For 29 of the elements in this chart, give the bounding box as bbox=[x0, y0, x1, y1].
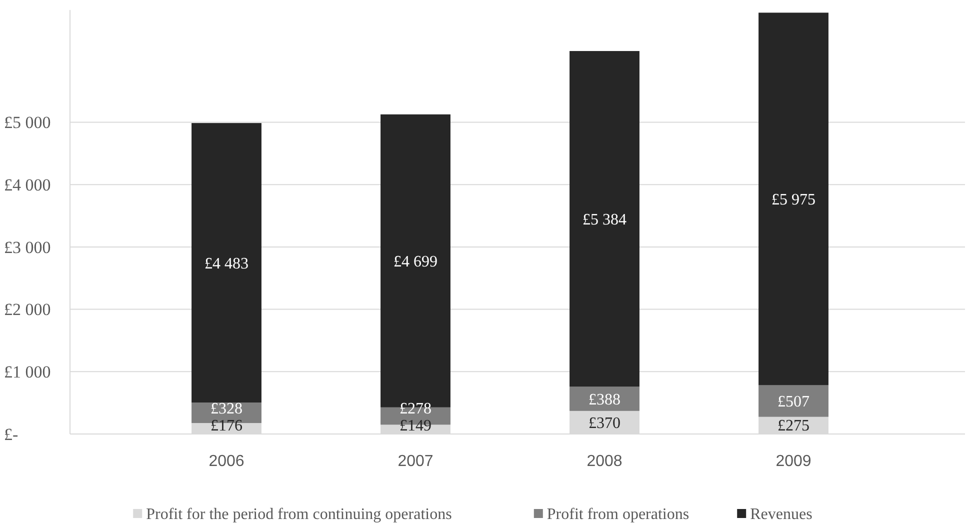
data-label: £507 bbox=[778, 394, 810, 411]
bar bbox=[570, 386, 640, 411]
bar bbox=[758, 385, 828, 417]
data-label: £149 bbox=[400, 418, 432, 435]
x-tick-label: 2008 bbox=[586, 453, 622, 470]
legend-label: Profit for the period from continuing operations bbox=[146, 506, 452, 523]
y-tick-label: £5 000 bbox=[4, 113, 51, 132]
y-tick-label: £3 000 bbox=[4, 238, 51, 257]
data-label: £176 bbox=[210, 418, 242, 435]
data-label: £275 bbox=[778, 418, 810, 435]
bar bbox=[758, 12, 828, 386]
data-label: £370 bbox=[588, 415, 620, 432]
y-tick-label: £1 000 bbox=[4, 362, 51, 382]
data-label: £328 bbox=[210, 400, 242, 418]
y-tick-label: £4 000 bbox=[4, 176, 51, 195]
data-label: £388 bbox=[588, 391, 620, 408]
data-label: £5 384 bbox=[582, 211, 626, 228]
x-tick-label: 2006 bbox=[208, 453, 244, 470]
x-tick-label: 2009 bbox=[776, 453, 812, 470]
bar bbox=[192, 123, 262, 403]
legend-label: Profit from operations bbox=[546, 506, 690, 523]
data-label: £4 699 bbox=[394, 253, 438, 270]
x-tick-label: 2007 bbox=[398, 453, 434, 470]
legend-label: Revenues bbox=[750, 506, 812, 523]
y-tick-label: £- bbox=[4, 424, 18, 444]
data-label: £5 975 bbox=[772, 192, 816, 209]
data-label: £4 483 bbox=[204, 255, 248, 272]
bar bbox=[570, 51, 640, 387]
y-tick-label: £2 000 bbox=[4, 300, 51, 320]
